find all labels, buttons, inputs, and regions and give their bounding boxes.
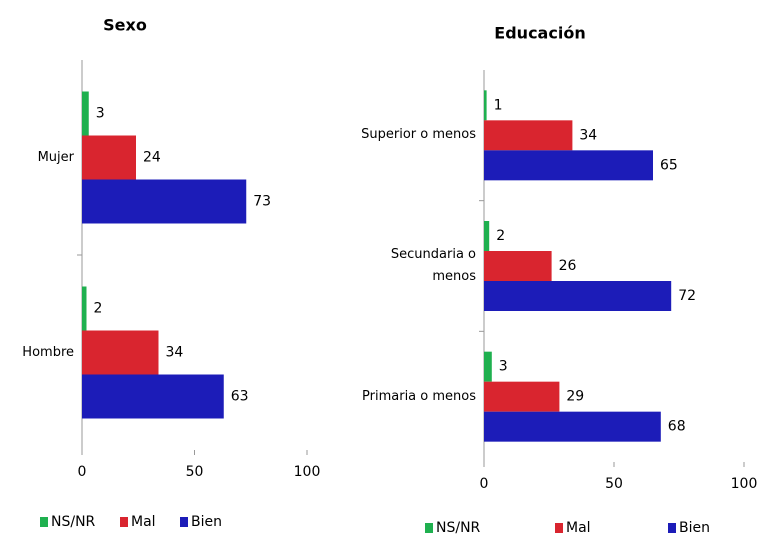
y-tick-label: Primaria o menos [362,388,476,404]
value-label: 34 [579,127,597,143]
value-label: 1 [494,97,503,113]
bar [484,221,490,251]
value-label: 63 [231,389,249,405]
bar [82,330,159,375]
value-label: 3 [96,106,105,122]
value-label: 3 [499,359,508,375]
value-label: 34 [166,345,184,361]
legend-label: Mal [566,520,591,534]
bar [484,281,672,311]
value-label: 2 [94,301,103,317]
chart-title: Sexo [103,16,147,35]
y-tick-label: Hombre [22,344,74,360]
y-tick-label: Secundaria o menos [390,247,476,284]
x-tick-label: 0 [78,464,87,480]
legend-swatch [668,523,676,533]
legend-swatch [555,523,563,533]
bar [484,150,653,181]
bar [82,135,136,180]
legend-swatch [120,517,128,527]
y-tick-label: Superior o menos [361,127,476,143]
x-tick-label: 50 [186,464,204,480]
legend-label: Mal [131,514,156,530]
bar [484,381,560,412]
value-label: 24 [143,150,161,166]
bar [484,120,573,151]
legend-label: NS/NR [436,520,481,534]
category-label-box: Primaria o menos [362,388,476,404]
chart-title: Educación [494,24,585,43]
legend-swatch [180,517,188,527]
x-tick-label: 0 [480,476,489,492]
category-label-box: Secundaria o menos [390,247,476,284]
x-tick-label: 50 [605,476,623,492]
bar [484,251,552,281]
bar [82,91,89,136]
bar [484,90,487,121]
bar [82,179,247,224]
value-label: 65 [660,157,678,173]
value-label: 2 [496,228,505,244]
value-label: 68 [668,419,686,435]
bar [484,411,661,442]
legend-label: NS/NR [51,514,96,530]
value-label: 72 [678,288,696,304]
value-label: 29 [566,389,584,405]
category-label-box: Mujer [37,149,74,165]
bar [82,374,224,419]
value-label: 73 [253,194,271,210]
y-tick-label: Mujer [37,149,74,165]
value-label: 26 [559,258,577,274]
x-tick-label: 100 [731,476,758,492]
legend-swatch [40,517,48,527]
category-label-box: Hombre [22,344,74,360]
legend-swatch [425,523,433,533]
legend-label: Bien [191,514,222,530]
x-tick-label: 100 [294,464,321,480]
legend-label: Bien [679,520,710,534]
bar [82,286,87,331]
bar [484,351,492,382]
category-label-box: Superior o menos [361,127,476,143]
